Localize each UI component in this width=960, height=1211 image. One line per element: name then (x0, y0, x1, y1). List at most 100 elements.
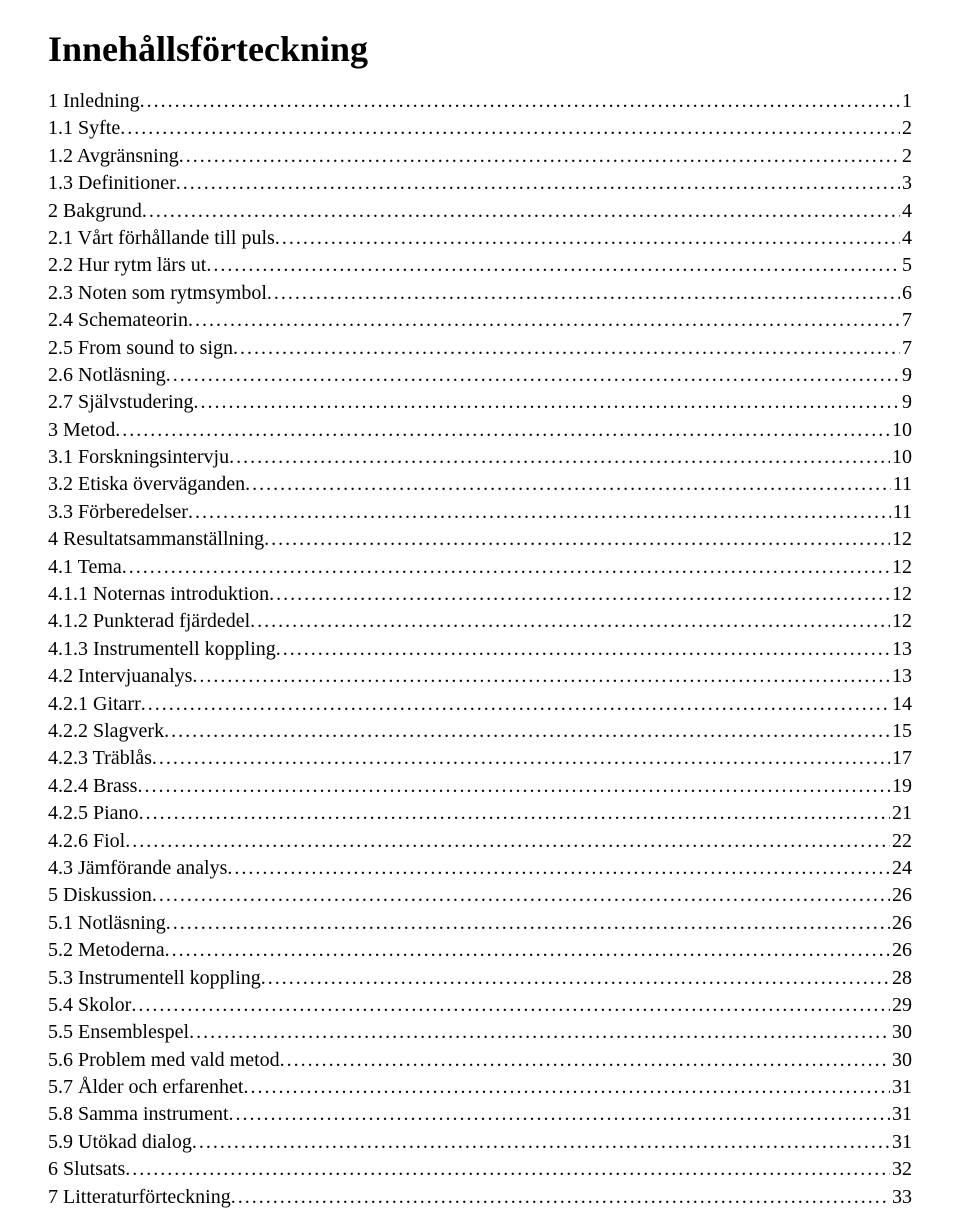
toc-entry: 4.2.2 Slagverk 15 (48, 718, 912, 745)
toc-entry: 2.2 Hur rytm lärs ut 5 (48, 252, 912, 279)
toc-leader-dots (245, 471, 891, 498)
toc-entry-label: 2.3 Noten som rytmsymbol (48, 280, 267, 307)
toc-entry-label: 2.4 Schemateorin (48, 307, 188, 334)
toc-entry-label: 5.1 Notläsning (48, 910, 166, 937)
toc-leader-dots (141, 691, 890, 718)
toc-entry-page: 24 (890, 855, 912, 882)
toc-entry: 2.7 Självstudering9 (48, 389, 912, 416)
toc-entry-page: 11 (891, 471, 912, 498)
toc-entry-label: 5.2 Metoderna (48, 937, 165, 964)
toc-entry-page: 26 (890, 882, 912, 909)
toc-entry-page: 11 (891, 499, 912, 526)
toc-entry-page: 14 (890, 691, 912, 718)
toc-entry: 2.1 Vårt förhållande till puls 4 (48, 225, 912, 252)
toc-entry-label: 4.2.6 Fiol (48, 828, 125, 855)
toc-entry-label: 3.2 Etiska överväganden (48, 471, 245, 498)
toc-leader-dots (229, 1101, 890, 1128)
page: Innehållsförteckning 1 Inledning11.1 Syf… (0, 0, 960, 1170)
toc-entry: 4.2.6 Fiol 22 (48, 828, 912, 855)
toc-leader-dots (275, 225, 900, 252)
toc-entry: 2 Bakgrund 4 (48, 198, 912, 225)
toc-leader-dots (243, 1074, 890, 1101)
toc-entry-page: 12 (890, 581, 912, 608)
toc-entry: 7 Litteraturförteckning33 (48, 1184, 912, 1211)
toc-entry-label: 2.7 Självstudering (48, 389, 194, 416)
toc-entry-label: 2 Bakgrund (48, 198, 142, 225)
toc-entry-label: 2.6 Notläsning (48, 362, 166, 389)
toc-leader-dots (142, 198, 900, 225)
toc-entry-label: 4.1.3 Instrumentell koppling (48, 636, 276, 663)
toc-entry-label: 4.2.2 Slagverk (48, 718, 164, 745)
toc-leader-dots (229, 444, 890, 471)
toc-entry-page: 12 (890, 608, 912, 635)
toc-entry-page: 4 (900, 198, 912, 225)
toc-entry-page: 22 (890, 828, 912, 855)
toc-leader-dots (176, 170, 900, 197)
toc-entry: 4.2.1 Gitarr14 (48, 691, 912, 718)
toc-title: Innehållsförteckning (48, 28, 912, 70)
toc-entry: 2.6 Notläsning9 (48, 362, 912, 389)
toc-entry-page: 5 (900, 252, 912, 279)
toc-leader-dots (115, 417, 890, 444)
toc-entry-label: 2.1 Vårt förhållande till puls (48, 225, 275, 252)
toc-entry: 4.1.2 Punkterad fjärdedel 12 (48, 608, 912, 635)
toc-entry-label: 4.1.2 Punkterad fjärdedel (48, 608, 250, 635)
toc-entry-label: 2.5 From sound to sign (48, 335, 233, 362)
toc-entry-page: 21 (890, 800, 912, 827)
toc-entry: 2.3 Noten som rytmsymbol6 (48, 280, 912, 307)
toc-entry-page: 7 (900, 335, 912, 362)
toc-leader-dots (233, 335, 900, 362)
toc-entry-page: 7 (900, 307, 912, 334)
toc-entry-page: 30 (890, 1047, 912, 1074)
toc-leader-dots (166, 362, 900, 389)
toc-entry-page: 19 (890, 773, 912, 800)
toc-entry: 4 Resultatsammanställning12 (48, 526, 912, 553)
toc-entry-page: 30 (890, 1019, 912, 1046)
toc-entry: 4.1.3 Instrumentell koppling 13 (48, 636, 912, 663)
toc-entry: 5.2 Metoderna26 (48, 937, 912, 964)
toc-entry-page: 26 (890, 910, 912, 937)
table-of-contents: 1 Inledning11.1 Syfte21.2 Avgränsning21.… (48, 88, 912, 1211)
toc-entry-label: 3.3 Förberedelser (48, 499, 188, 526)
toc-entry-label: 5.7 Ålder och erfarenhet (48, 1074, 243, 1101)
toc-leader-dots (192, 1129, 890, 1156)
toc-leader-dots (261, 965, 890, 992)
toc-entry-label: 1.1 Syfte (48, 115, 120, 142)
toc-leader-dots (276, 636, 890, 663)
toc-entry-label: 4.1.1 Noternas introduktion (48, 581, 269, 608)
toc-entry: 4.1.1 Noternas introduktion 12 (48, 581, 912, 608)
toc-leader-dots (152, 745, 890, 772)
toc-leader-dots (122, 554, 890, 581)
toc-leader-dots (152, 882, 890, 909)
toc-entry-label: 1.3 Definitioner (48, 170, 176, 197)
toc-leader-dots (140, 88, 900, 115)
toc-leader-dots (206, 252, 900, 279)
toc-entry-page: 12 (890, 554, 912, 581)
toc-entry-page: 13 (890, 636, 912, 663)
toc-entry-page: 15 (890, 718, 912, 745)
toc-leader-dots (227, 855, 890, 882)
toc-entry: 5.6 Problem med vald metod30 (48, 1047, 912, 1074)
toc-entry-page: 2 (900, 115, 912, 142)
toc-entry: 1.1 Syfte 2 (48, 115, 912, 142)
toc-leader-dots (194, 389, 900, 416)
toc-entry-label: 5.3 Instrumentell koppling (48, 965, 261, 992)
toc-entry-page: 17 (890, 745, 912, 772)
toc-entry-page: 4 (900, 225, 912, 252)
toc-entry: 5.3 Instrumentell koppling28 (48, 965, 912, 992)
toc-leader-dots (188, 307, 900, 334)
toc-entry-page: 33 (890, 1184, 912, 1211)
toc-entry: 3.1 Forskningsintervju10 (48, 444, 912, 471)
toc-entry-label: 4.2 Intervjuanalys (48, 663, 192, 690)
toc-leader-dots (164, 718, 890, 745)
toc-entry: 4.3 Jämförande analys24 (48, 855, 912, 882)
toc-leader-dots (165, 937, 890, 964)
toc-entry: 5.5 Ensemblespel 30 (48, 1019, 912, 1046)
toc-entry-label: 4.2.3 Träblås (48, 745, 152, 772)
toc-leader-dots (267, 280, 900, 307)
toc-entry-label: 2.2 Hur rytm lärs ut (48, 252, 206, 279)
toc-entry: 1.3 Definitioner3 (48, 170, 912, 197)
toc-entry-label: 5.5 Ensemblespel (48, 1019, 189, 1046)
toc-entry: 1.2 Avgränsning2 (48, 143, 912, 170)
toc-entry: 2.4 Schemateorin 7 (48, 307, 912, 334)
